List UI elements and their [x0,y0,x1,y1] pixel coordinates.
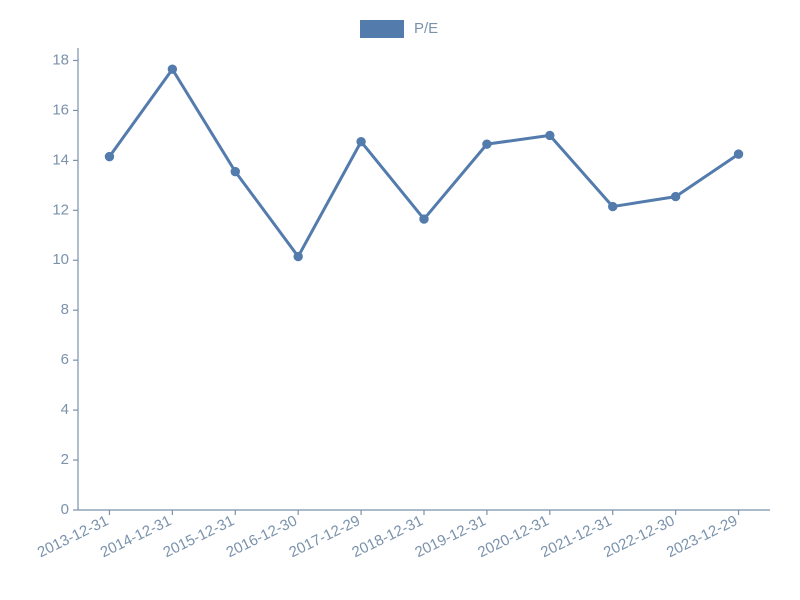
y-tick-label: 12 [52,201,69,218]
y-tick-label: 10 [52,251,69,268]
series-marker [231,167,239,175]
legend-swatch [360,20,404,38]
series-marker [420,215,428,223]
y-tick-label: 6 [61,351,69,368]
series-marker [734,150,742,158]
y-tick-label: 2 [61,451,69,468]
legend-label: P/E [414,20,438,37]
series-marker [609,202,617,210]
series-marker [671,192,679,200]
y-tick-label: 14 [52,151,69,168]
pe-line-chart: 0246810121416182013-12-312014-12-312015-… [0,0,800,600]
y-tick-label: 0 [61,501,69,518]
series-marker [357,137,365,145]
series-marker [483,140,491,148]
y-tick-label: 4 [61,401,69,418]
series-marker [546,131,554,139]
series-marker [105,152,113,160]
series-marker [294,252,302,260]
y-tick-label: 16 [52,101,69,118]
y-tick-label: 8 [61,301,69,318]
series-marker [168,65,176,73]
y-tick-label: 18 [52,51,69,68]
